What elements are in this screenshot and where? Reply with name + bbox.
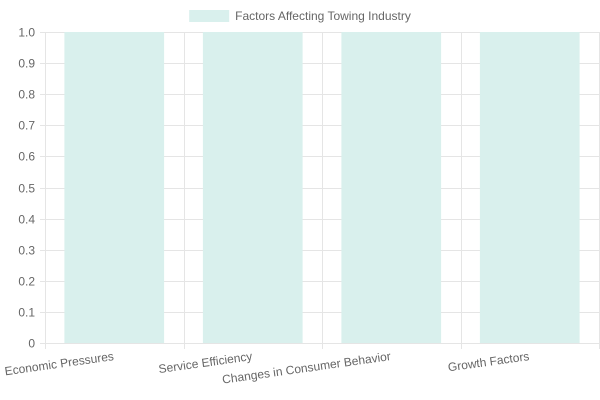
- bar[interactable]: [479, 32, 580, 343]
- y-tick-label: 1.0: [18, 26, 35, 40]
- y-tick-label: 0.6: [18, 150, 35, 164]
- y-tick-label: 0.7: [18, 119, 35, 133]
- y-tick-label: 0: [28, 337, 35, 351]
- y-tick-label: 0.1: [18, 306, 35, 320]
- y-tick-label: 0.2: [18, 275, 35, 289]
- x-tick-label: Growth Factors: [447, 349, 530, 374]
- x-axis-ticks: Economic Pressures Service EfficiencyChan…: [4, 349, 530, 387]
- y-tick-label: 0.3: [18, 244, 35, 258]
- y-tick-label: 0.4: [18, 213, 35, 227]
- y-tick-label: 0.5: [18, 182, 35, 196]
- x-tick-label: Economic Pressures: [4, 349, 115, 378]
- y-axis-ticks: 0 0.1 0.2 0.3 0.4 0.5 0.6 0.7 0.8 0.9 1.0: [18, 26, 35, 351]
- bar[interactable]: [64, 32, 165, 343]
- legend[interactable]: Factors Affecting Towing Industry: [189, 9, 411, 23]
- bar[interactable]: [341, 32, 442, 343]
- y-tick-label: 0.9: [18, 57, 35, 71]
- y-tick-label: 0.8: [18, 88, 35, 102]
- bars: [64, 32, 580, 343]
- legend-swatch: [189, 10, 230, 22]
- legend-label: Factors Affecting Towing Industry: [235, 9, 411, 23]
- bar[interactable]: [202, 32, 303, 343]
